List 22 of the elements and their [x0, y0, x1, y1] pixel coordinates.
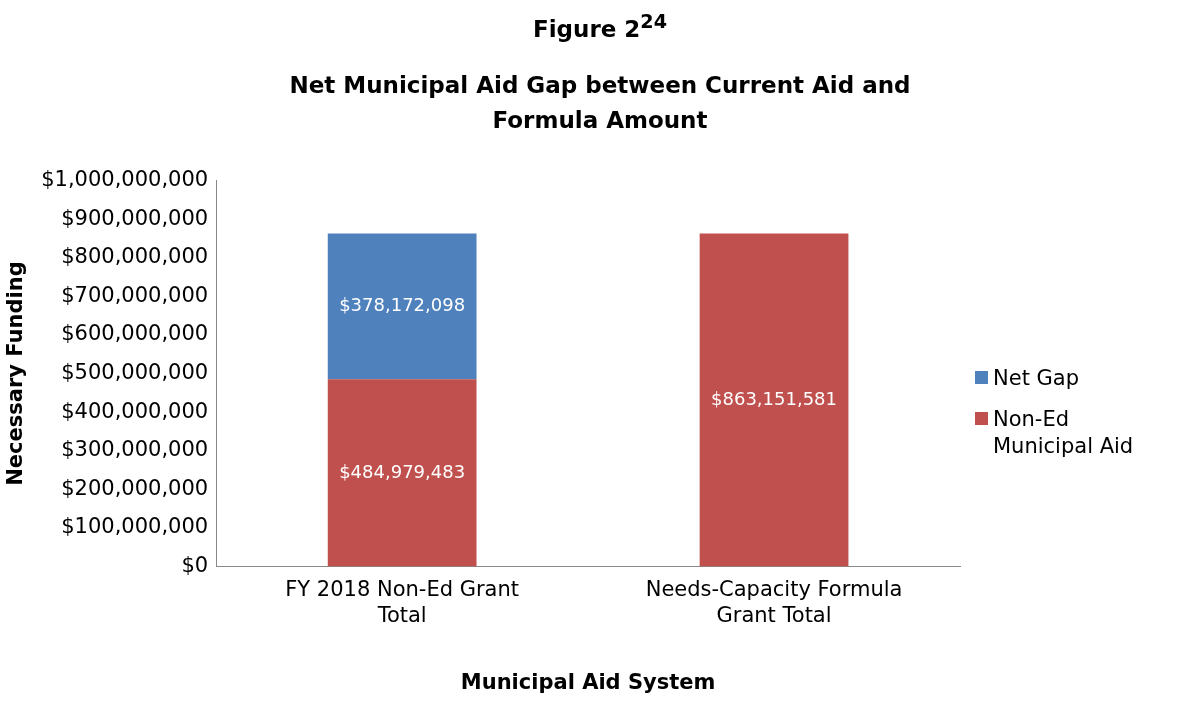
data-label: $863,151,581	[711, 387, 838, 409]
x-axis-title: Municipal Aid System	[460, 669, 716, 694]
legend-label: Net Gap	[993, 365, 1080, 392]
y-tick-label: $200,000,000	[61, 475, 209, 500]
y-tick-label: $1,000,000,000	[41, 167, 209, 192]
y-tick-label: $100,000,000	[61, 514, 209, 539]
y-tick-label: $300,000,000	[61, 437, 209, 462]
x-tick-label: Needs-Capacity Formula Grant Total	[645, 577, 903, 627]
y-tick-label: $500,000,000	[61, 359, 209, 384]
y-tick-label: $600,000,000	[61, 321, 209, 346]
y-tick-label: $400,000,000	[61, 398, 209, 423]
chart-subtitle: Net Municipal Aid Gap between Current Aid and Formula Amount	[288, 71, 912, 135]
data-label: $484,979,483	[339, 460, 466, 482]
legend-label: Non-Ed Municipal Aid	[993, 406, 1135, 460]
y-axis-title: Necessary Funding	[3, 261, 28, 486]
x-tick-label: FY 2018 Non-Ed Grant Total	[285, 577, 520, 627]
y-tick-label: $0	[181, 552, 209, 577]
y-tick-label: $700,000,000	[61, 282, 209, 307]
data-label: $378,172,098	[339, 294, 466, 316]
y-tick-label: $800,000,000	[61, 244, 209, 269]
y-tick-label: $900,000,000	[61, 205, 209, 230]
chart-title: Figure 2$^{24}$	[531, 10, 669, 42]
